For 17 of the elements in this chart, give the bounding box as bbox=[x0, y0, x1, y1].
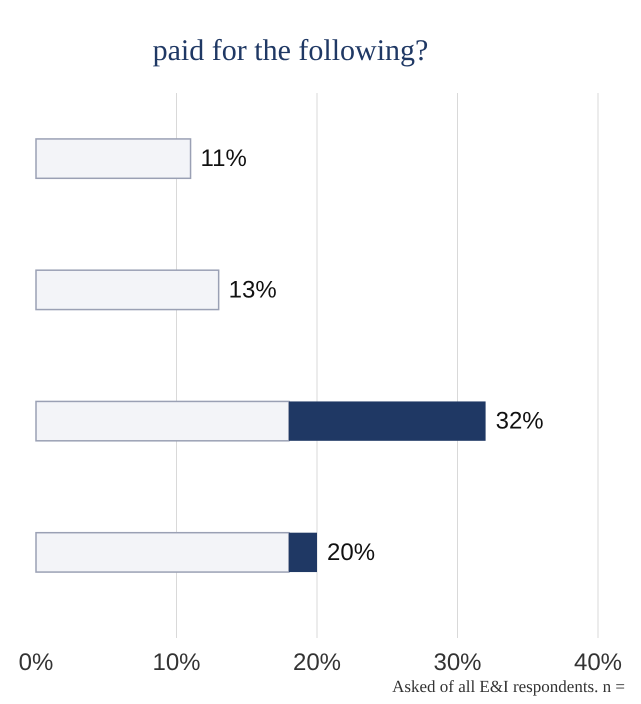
bar bbox=[288, 532, 317, 572]
x-tick-label: 10% bbox=[152, 649, 201, 676]
chart-title: paid for the following? bbox=[152, 34, 428, 67]
bar bbox=[35, 400, 290, 442]
x-tick-label: 0% bbox=[18, 649, 54, 676]
text: Asked of all E&I respondents. n = bbox=[392, 677, 625, 696]
x-tick-label: 40% bbox=[574, 649, 622, 676]
bar bbox=[35, 532, 290, 573]
total-label: 11% bbox=[200, 145, 247, 172]
x-tick-label: 30% bbox=[433, 649, 482, 676]
bar bbox=[35, 269, 220, 310]
x-tick-label: 20% bbox=[292, 649, 342, 676]
bar bbox=[35, 138, 192, 180]
total-label: 13% bbox=[228, 276, 277, 304]
bar bbox=[288, 401, 486, 441]
total-label: 32% bbox=[496, 408, 544, 435]
total-label: 20% bbox=[327, 538, 376, 566]
